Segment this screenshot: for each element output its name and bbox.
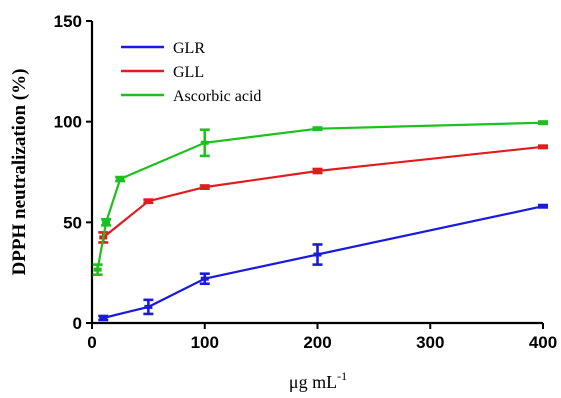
data-point: [313, 252, 322, 257]
legend-item: Ascorbic acid: [121, 88, 261, 105]
series-line: [103, 205, 544, 320]
legend-label: Ascorbic acid: [173, 88, 261, 105]
legend-label: GLL: [173, 64, 204, 81]
x-tick-label: 0: [87, 333, 96, 352]
data-point: [144, 304, 153, 309]
data-point: [313, 168, 322, 173]
data-point: [144, 199, 153, 204]
x-axis-label: μg mL-1: [289, 369, 347, 392]
legend: GLR GLL Ascorbic acid: [121, 40, 261, 105]
data-point: [539, 144, 547, 149]
x-tick-label: 400: [529, 333, 557, 352]
data-point: [539, 120, 547, 125]
legend-label: GLR: [173, 40, 205, 57]
y-tick-label: 150: [54, 12, 82, 31]
x-tick-label: 300: [416, 333, 444, 352]
x-axis-label-superscript: -1: [337, 369, 347, 383]
series-group: [92, 120, 548, 322]
data-point: [200, 140, 209, 145]
y-tick-label: 50: [63, 213, 82, 232]
x-tick-label: 200: [303, 333, 331, 352]
data-point: [539, 204, 547, 209]
y-ticks: 0 50 100 150: [54, 12, 92, 333]
legend-item: GLL: [121, 64, 204, 81]
data-point: [102, 220, 111, 225]
series-ascorbic-acid: [92, 120, 548, 276]
y-tick-label: 100: [54, 113, 82, 132]
series-line: [96, 121, 544, 270]
data-point: [313, 126, 322, 131]
data-point: [93, 267, 102, 272]
series-glr: [98, 203, 548, 322]
x-tick-label: 100: [191, 333, 219, 352]
data-point: [200, 185, 209, 190]
y-tick-label: 0: [73, 314, 82, 333]
data-point: [200, 276, 209, 281]
y-axis-label: DPPH neutralization (%): [9, 69, 30, 276]
x-ticks: 0 100 200 300 400: [87, 323, 557, 352]
legend-item: GLR: [121, 40, 205, 57]
series-line: [102, 145, 544, 239]
data-point: [99, 315, 108, 320]
data-point: [116, 177, 125, 182]
x-axis-label-main: μg mL: [289, 372, 337, 392]
